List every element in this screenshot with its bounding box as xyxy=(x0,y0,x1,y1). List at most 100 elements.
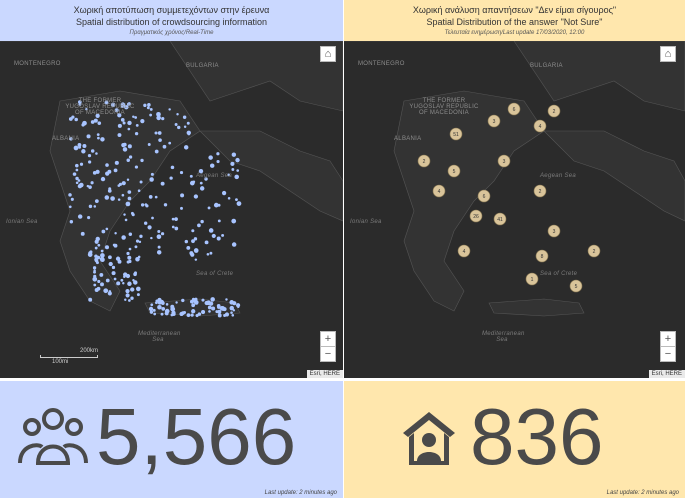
crowdsource-point xyxy=(117,113,122,118)
crowdsource-point xyxy=(95,152,98,155)
crowdsource-point xyxy=(158,138,162,142)
crowdsource-point xyxy=(236,201,242,206)
crowdsource-point xyxy=(177,125,181,130)
crowdsource-point xyxy=(126,251,130,256)
cluster-marker[interactable] xyxy=(457,244,471,258)
crowdsource-point xyxy=(156,111,161,117)
cluster-count: 2 xyxy=(539,189,542,195)
crowdsource-point xyxy=(94,199,99,203)
crowdsource-point xyxy=(198,168,204,174)
crowdsource-point xyxy=(215,310,219,314)
cluster-count: 5 xyxy=(453,169,456,175)
cluster-marker[interactable] xyxy=(587,244,601,258)
cluster-marker[interactable] xyxy=(469,209,483,223)
crowdsource-point xyxy=(120,278,124,282)
house-person-icon xyxy=(403,412,455,465)
crowdsource-point xyxy=(143,221,148,225)
crowdsource-point xyxy=(183,125,187,128)
left-land xyxy=(0,41,343,317)
crowdsource-point xyxy=(208,310,211,313)
cluster-marker[interactable] xyxy=(525,272,539,286)
left-map[interactable]: MONTENEGRO BULGARIA THE FORMER YUGOSLAV … xyxy=(0,41,343,378)
crowdsource-point xyxy=(81,149,86,154)
left-subtitle: Πραγματικός χρόνος/Real-Time xyxy=(129,30,214,36)
crowdsource-point xyxy=(154,195,158,199)
crowdsource-point xyxy=(77,100,82,104)
crowdsource-point xyxy=(149,310,154,314)
crowdsource-point xyxy=(117,133,122,138)
cluster-marker[interactable] xyxy=(547,224,561,238)
cluster-marker[interactable] xyxy=(533,119,547,133)
crowdsource-point xyxy=(127,190,132,194)
crowdsource-point xyxy=(236,169,240,172)
crowdsource-point xyxy=(121,181,126,186)
cluster-marker[interactable] xyxy=(535,249,549,263)
crowdsource-point xyxy=(164,308,170,314)
crowdsource-point xyxy=(77,179,81,182)
crowdsource-point xyxy=(79,162,84,166)
crowdsource-point xyxy=(93,269,96,272)
crowdsource-point xyxy=(221,233,225,237)
left-map-panel: Χωρική αποτύπωση συμμετεχόντων στην έρευ… xyxy=(0,0,343,378)
right-map-panel: Χωρική ανάλυση απαντήσεων "Δεν είμαι σίγ… xyxy=(344,0,685,378)
cluster-marker[interactable] xyxy=(547,104,561,118)
crowdsource-point xyxy=(124,218,128,222)
cluster-marker[interactable] xyxy=(447,164,461,178)
crowdsource-point xyxy=(126,102,131,106)
cluster-marker[interactable] xyxy=(497,154,511,168)
home-button[interactable]: ⌂ xyxy=(320,46,336,62)
cluster-marker[interactable] xyxy=(477,189,491,203)
crowdsource-point xyxy=(72,172,77,176)
crowdsource-point xyxy=(192,180,196,184)
cluster-marker[interactable] xyxy=(533,184,547,198)
cluster-count: 2 xyxy=(593,249,596,255)
cluster-marker[interactable] xyxy=(493,212,507,226)
cluster-marker[interactable] xyxy=(417,154,431,168)
label-crete-sea: Sea of Crete xyxy=(540,271,578,277)
crowdsource-point xyxy=(231,168,235,171)
crowdsource-point xyxy=(101,229,106,234)
crowdsource-point xyxy=(148,306,154,312)
crowdsource-point xyxy=(77,143,82,147)
crowdsource-point xyxy=(122,147,128,152)
left-title-greek: Χωρική αποτύπωση συμμετεχόντων στην έρευ… xyxy=(73,5,270,15)
crowdsource-point xyxy=(113,168,118,173)
crowdsource-point xyxy=(134,245,138,249)
crowdsource-point xyxy=(75,176,79,181)
crowdsource-point xyxy=(100,282,104,287)
crowdsource-point xyxy=(195,313,199,318)
cluster-count: 8 xyxy=(541,254,544,260)
crowdsource-point xyxy=(110,102,116,108)
cluster-count: 6 xyxy=(513,107,516,113)
crowdsource-point xyxy=(100,137,105,142)
crowdsource-point xyxy=(135,256,140,262)
label-yugoslav: THE FORMER YUGOSLAV REPUBLIC OF MACEDONI… xyxy=(65,98,135,116)
cluster-marker[interactable] xyxy=(507,102,521,116)
label-ionian: Ionian Sea xyxy=(6,219,38,225)
cluster-marker[interactable] xyxy=(449,127,463,141)
crowdsource-point xyxy=(87,252,93,257)
scale-mi: 100mi xyxy=(52,359,69,365)
zoom-in-button[interactable]: + xyxy=(660,331,676,347)
cluster-marker[interactable] xyxy=(487,114,501,128)
zoom-out-button[interactable]: − xyxy=(660,346,676,362)
crowdsource-point xyxy=(77,214,83,219)
crowdsource-point xyxy=(97,243,101,247)
users-group-icon xyxy=(18,408,88,465)
crowdsource-point xyxy=(68,205,72,209)
crowdsource-point xyxy=(213,202,219,208)
cluster-marker[interactable] xyxy=(569,279,583,293)
crowdsource-point xyxy=(227,173,231,177)
crowdsource-point xyxy=(161,307,166,311)
home-button[interactable]: ⌂ xyxy=(660,46,676,62)
crowdsource-point xyxy=(154,149,159,154)
crowdsource-point xyxy=(186,313,191,318)
label-aegean: Aegean Sea xyxy=(540,173,577,179)
crowdsource-point xyxy=(231,152,237,157)
crowdsource-point xyxy=(130,296,134,300)
crowdsource-point xyxy=(127,196,132,201)
zoom-out-button[interactable]: − xyxy=(320,346,336,362)
cluster-marker[interactable] xyxy=(432,184,446,198)
zoom-in-button[interactable]: + xyxy=(320,331,336,347)
right-map[interactable]: 51 6 2 4 3 41 26 4 5 2 3 8 1 2 5 4 6 3 2 MONTENEGRO BULGAR… xyxy=(344,41,685,378)
